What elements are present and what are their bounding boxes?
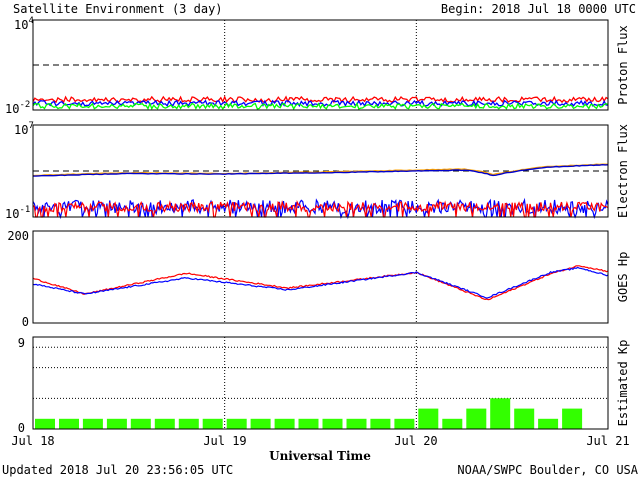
updated-time: Updated 2018 Jul 20 23:56:05 UTC	[2, 463, 233, 477]
kp-bar-0	[35, 418, 55, 429]
kp-bar-22	[562, 408, 583, 429]
kp-bar-4	[130, 418, 151, 429]
electron-ytick-bottom: 10-1	[5, 205, 30, 221]
goes-hp-panel: 200 0 GOES Hp	[7, 229, 630, 329]
kp-bar-13	[346, 418, 367, 429]
electron-flux-panel: 107 10-1 Electron Flux	[5, 121, 630, 221]
kp-panel: 9 0 Estimated Kp	[18, 336, 630, 435]
electron-flux-frame	[32, 124, 609, 218]
proton-ytick-top: 104	[14, 16, 34, 32]
kp-bar-18	[466, 408, 487, 429]
electron-series-1	[33, 163, 609, 177]
kp-bar-7	[202, 418, 223, 429]
goes-hp-label: GOES Hp	[616, 252, 630, 303]
electron-flux-label: Electron Flux	[616, 124, 630, 218]
kp-label: Estimated Kp	[616, 340, 630, 427]
proton-series-1	[32, 99, 609, 108]
goes-hp-frame	[32, 230, 609, 324]
kp-bar-20	[514, 408, 535, 429]
kp-bar-3	[106, 418, 127, 429]
xtick-jul18: Jul 18	[11, 434, 54, 448]
proton-flux-frame	[32, 19, 609, 111]
hp-ytick-bottom: 0	[22, 315, 29, 329]
proton-flux-panel: 104 10-2 Proton Flux	[5, 16, 630, 116]
credit: NOAA/SWPC Boulder, CO USA	[457, 463, 638, 477]
begin-time: Begin: 2018 Jul 18 0000 UTC	[441, 2, 636, 16]
xtick-jul21: Jul 21	[586, 434, 629, 448]
kp-bar-21	[538, 418, 559, 429]
hp-series-1	[32, 266, 609, 299]
kp-bar-5	[154, 418, 175, 429]
proton-flux-label: Proton Flux	[616, 25, 630, 104]
kp-bar-16	[418, 408, 439, 429]
kp-bar-2	[82, 418, 103, 429]
kp-bar-6	[178, 418, 199, 429]
proton-series-2	[32, 101, 609, 111]
plot-title: Satellite Environment (3 day)	[13, 2, 223, 16]
hp-series-0	[32, 265, 609, 301]
kp-bar-19	[490, 398, 511, 429]
kp-ytick-bottom: 0	[18, 421, 25, 435]
kp-bar-14	[370, 418, 391, 429]
xtick-jul19: Jul 19	[203, 434, 246, 448]
kp-ytick-top: 9	[18, 336, 25, 350]
proton-series-0	[32, 95, 609, 104]
kp-bar-15	[394, 418, 415, 429]
xtick-jul20: Jul 20	[394, 434, 437, 448]
electron-ytick-top: 107	[14, 121, 34, 137]
kp-bar-12	[322, 418, 343, 429]
kp-bar-17	[442, 418, 463, 429]
proton-ytick-bottom: 10-2	[5, 100, 30, 116]
electron-series-2	[32, 199, 609, 218]
kp-bar-8	[226, 418, 247, 429]
kp-bar-10	[274, 418, 295, 429]
kp-bar-11	[298, 418, 319, 429]
xaxis-label: Universal Time	[269, 449, 371, 463]
kp-bar-9	[250, 418, 271, 429]
kp-frame	[32, 336, 609, 430]
kp-bar-1	[59, 418, 79, 429]
hp-ytick-top: 200	[7, 229, 29, 243]
